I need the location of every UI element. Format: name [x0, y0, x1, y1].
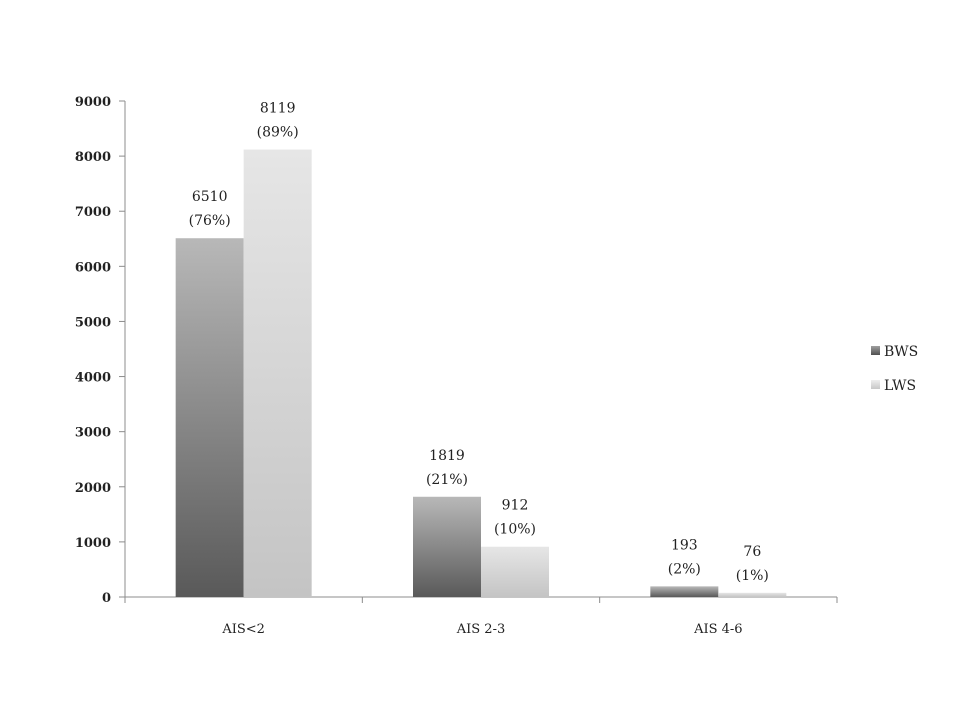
data-label-percent: (10%) — [494, 522, 536, 538]
bar-lws — [243, 149, 312, 597]
legend-swatch-bws — [871, 346, 880, 355]
data-label-value: 193 — [671, 537, 698, 553]
legend-swatch-lws — [871, 380, 880, 389]
x-category-label: AIS 2-3 — [456, 622, 506, 637]
data-label-percent: (21%) — [426, 472, 468, 488]
bar-bws — [175, 238, 244, 597]
axes: 0 1000 2000 3000 4000 5000 6000 7000 8000 9000 AIS… — [75, 95, 838, 637]
legend-label-bws: BWS — [884, 344, 918, 360]
data-labels: 6510 (76%) 8119 (89%) 1819 (21%) 912 (10%) 193 (2… — [189, 101, 769, 584]
y-tick-label: 0 — [102, 591, 111, 606]
bar-lws — [481, 546, 549, 597]
bars — [175, 149, 787, 597]
y-tick-label: 8000 — [75, 150, 111, 165]
data-label-value: 1819 — [429, 448, 465, 464]
bar-bws — [650, 586, 719, 597]
bar-lws — [718, 592, 787, 597]
data-label-value: 912 — [502, 498, 529, 514]
x-category-label: AIS 4-6 — [693, 622, 743, 637]
x-category-label: AIS<2 — [221, 622, 265, 637]
y-tick-label: 6000 — [75, 260, 111, 275]
data-label-percent: (76%) — [189, 213, 231, 229]
y-tick-label: 9000 — [75, 95, 111, 110]
bar-bws — [413, 496, 481, 597]
y-tick-label: 5000 — [75, 315, 111, 330]
y-tick-label: 4000 — [75, 371, 111, 386]
data-label-value: 8119 — [260, 101, 296, 117]
data-label-percent: (1%) — [736, 568, 769, 584]
y-tick-label: 7000 — [75, 205, 111, 220]
data-label-percent: (2%) — [668, 561, 701, 577]
y-tick-label: 3000 — [75, 426, 111, 441]
data-label-percent: (89%) — [257, 125, 299, 141]
legend-label-lws: LWS — [884, 378, 916, 394]
y-tick-label: 2000 — [75, 481, 111, 496]
y-tick-label: 1000 — [75, 536, 111, 551]
data-label-value: 76 — [743, 544, 761, 560]
legend: BWS LWS — [871, 344, 918, 394]
data-label-value: 6510 — [192, 189, 228, 205]
